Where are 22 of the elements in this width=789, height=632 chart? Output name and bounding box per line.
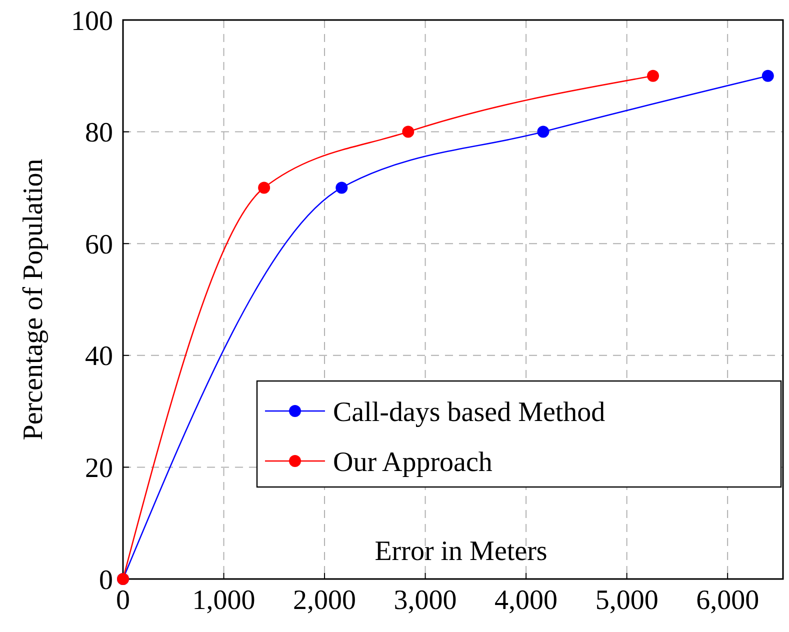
point bbox=[336, 182, 348, 194]
y-tick-label: 100 bbox=[71, 6, 113, 37]
x-tick-label: 5,000 bbox=[595, 585, 658, 616]
y-tick-label: 20 bbox=[85, 453, 113, 484]
y-tick-label: 0 bbox=[99, 564, 113, 596]
legend-label: Call-days based Method bbox=[333, 396, 606, 428]
x-tick-label: 4,000 bbox=[494, 585, 558, 616]
point bbox=[762, 70, 774, 82]
x-tick-label: 3,000 bbox=[394, 585, 457, 616]
x-tick-label: 2,000 bbox=[293, 585, 356, 616]
legend-label: Our Approach bbox=[333, 446, 492, 478]
x-tick-label: 1,000 bbox=[192, 585, 256, 616]
point bbox=[402, 126, 414, 138]
y-tick-label: 40 bbox=[85, 341, 113, 372]
point bbox=[537, 126, 550, 138]
y-axis-title: Percentage of Population bbox=[18, 158, 49, 440]
point bbox=[647, 70, 660, 82]
y-tick-label: 80 bbox=[85, 118, 113, 149]
x-axis-title: Error in Meters bbox=[374, 536, 548, 567]
point bbox=[258, 182, 270, 194]
x-tick-label: 6,000 bbox=[696, 585, 760, 616]
y-tick-label: 60 bbox=[85, 229, 113, 260]
